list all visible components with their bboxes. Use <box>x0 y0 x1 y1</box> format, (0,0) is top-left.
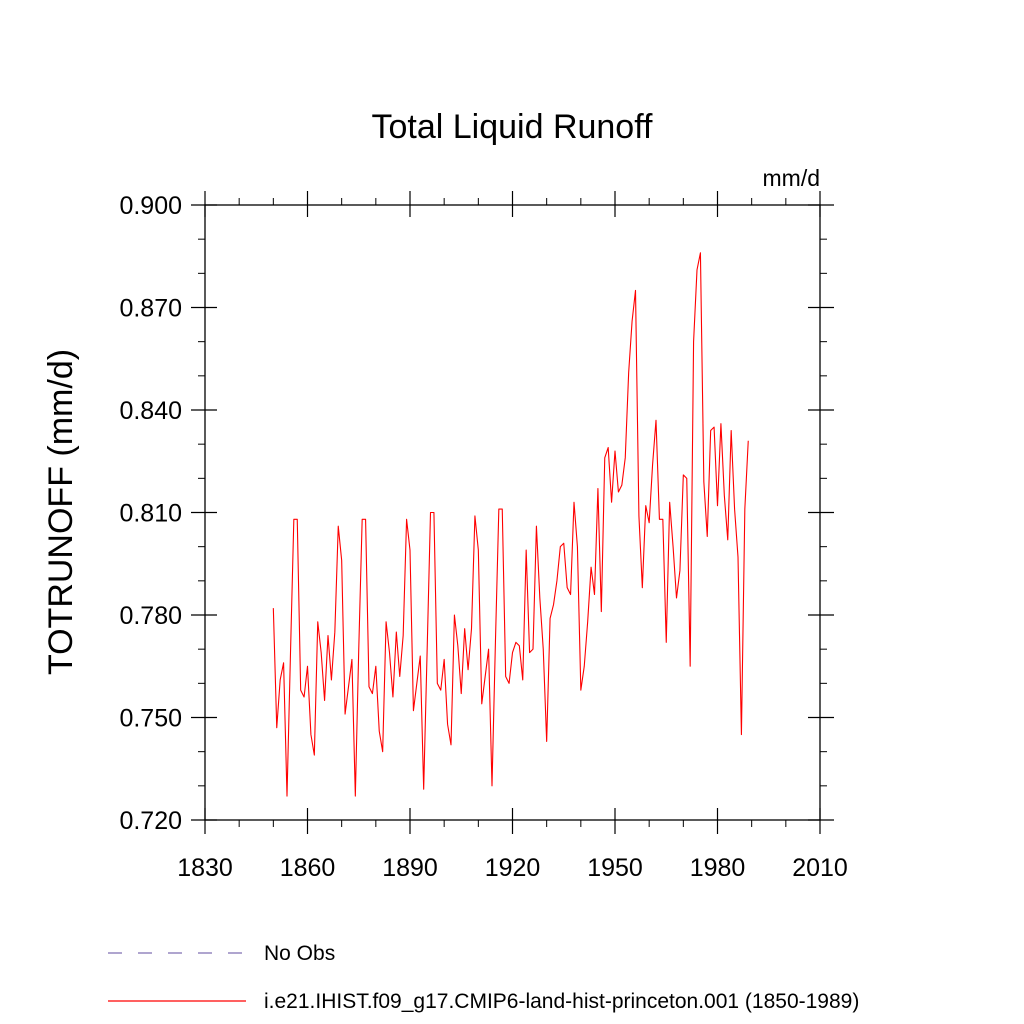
x-tick-label: 1830 <box>177 854 233 882</box>
y-tick-label: 0.810 <box>119 500 182 528</box>
x-tick-label: 1920 <box>485 854 541 882</box>
tick-marks <box>191 191 834 834</box>
series-line-0 <box>272 252 749 797</box>
y-axis-label: TOTRUNOFF (mm/d) <box>42 349 80 675</box>
plot-border <box>204 204 821 821</box>
y-tick-label: 0.840 <box>119 397 182 425</box>
y-tick-labels: 0.720 0.750 0.780 0.810 0.840 0.870 0.900 <box>119 192 182 835</box>
x-tick-label: 2010 <box>792 854 848 882</box>
x-tick-label: 1890 <box>382 854 438 882</box>
y-tick-label: 0.750 <box>119 705 182 733</box>
legend: No Obs i.e21.IHIST.f09_g17.CMIP6-land-hi… <box>108 942 859 1013</box>
y-tick-label: 0.900 <box>119 192 182 220</box>
y-tick-label: 0.870 <box>119 295 182 323</box>
legend-label-no-obs: No Obs <box>264 942 335 965</box>
y-tick-label: 0.780 <box>119 602 182 630</box>
x-tick-label: 1950 <box>587 854 643 882</box>
x-tick-label: 1980 <box>690 854 746 882</box>
plot-frame <box>204 204 821 821</box>
chart-title: Total Liquid Runoff <box>371 108 653 146</box>
legend-label-model-run: i.e21.IHIST.f09_g17.CMIP6-land-hist-prin… <box>264 990 859 1013</box>
x-tick-label: 1860 <box>280 854 336 882</box>
series-layer <box>272 252 749 797</box>
x-tick-labels: 1830 1860 1890 1920 1950 1980 2010 <box>177 854 848 882</box>
units-label: mm/d <box>763 165 821 191</box>
y-tick-label: 0.720 <box>119 807 182 835</box>
